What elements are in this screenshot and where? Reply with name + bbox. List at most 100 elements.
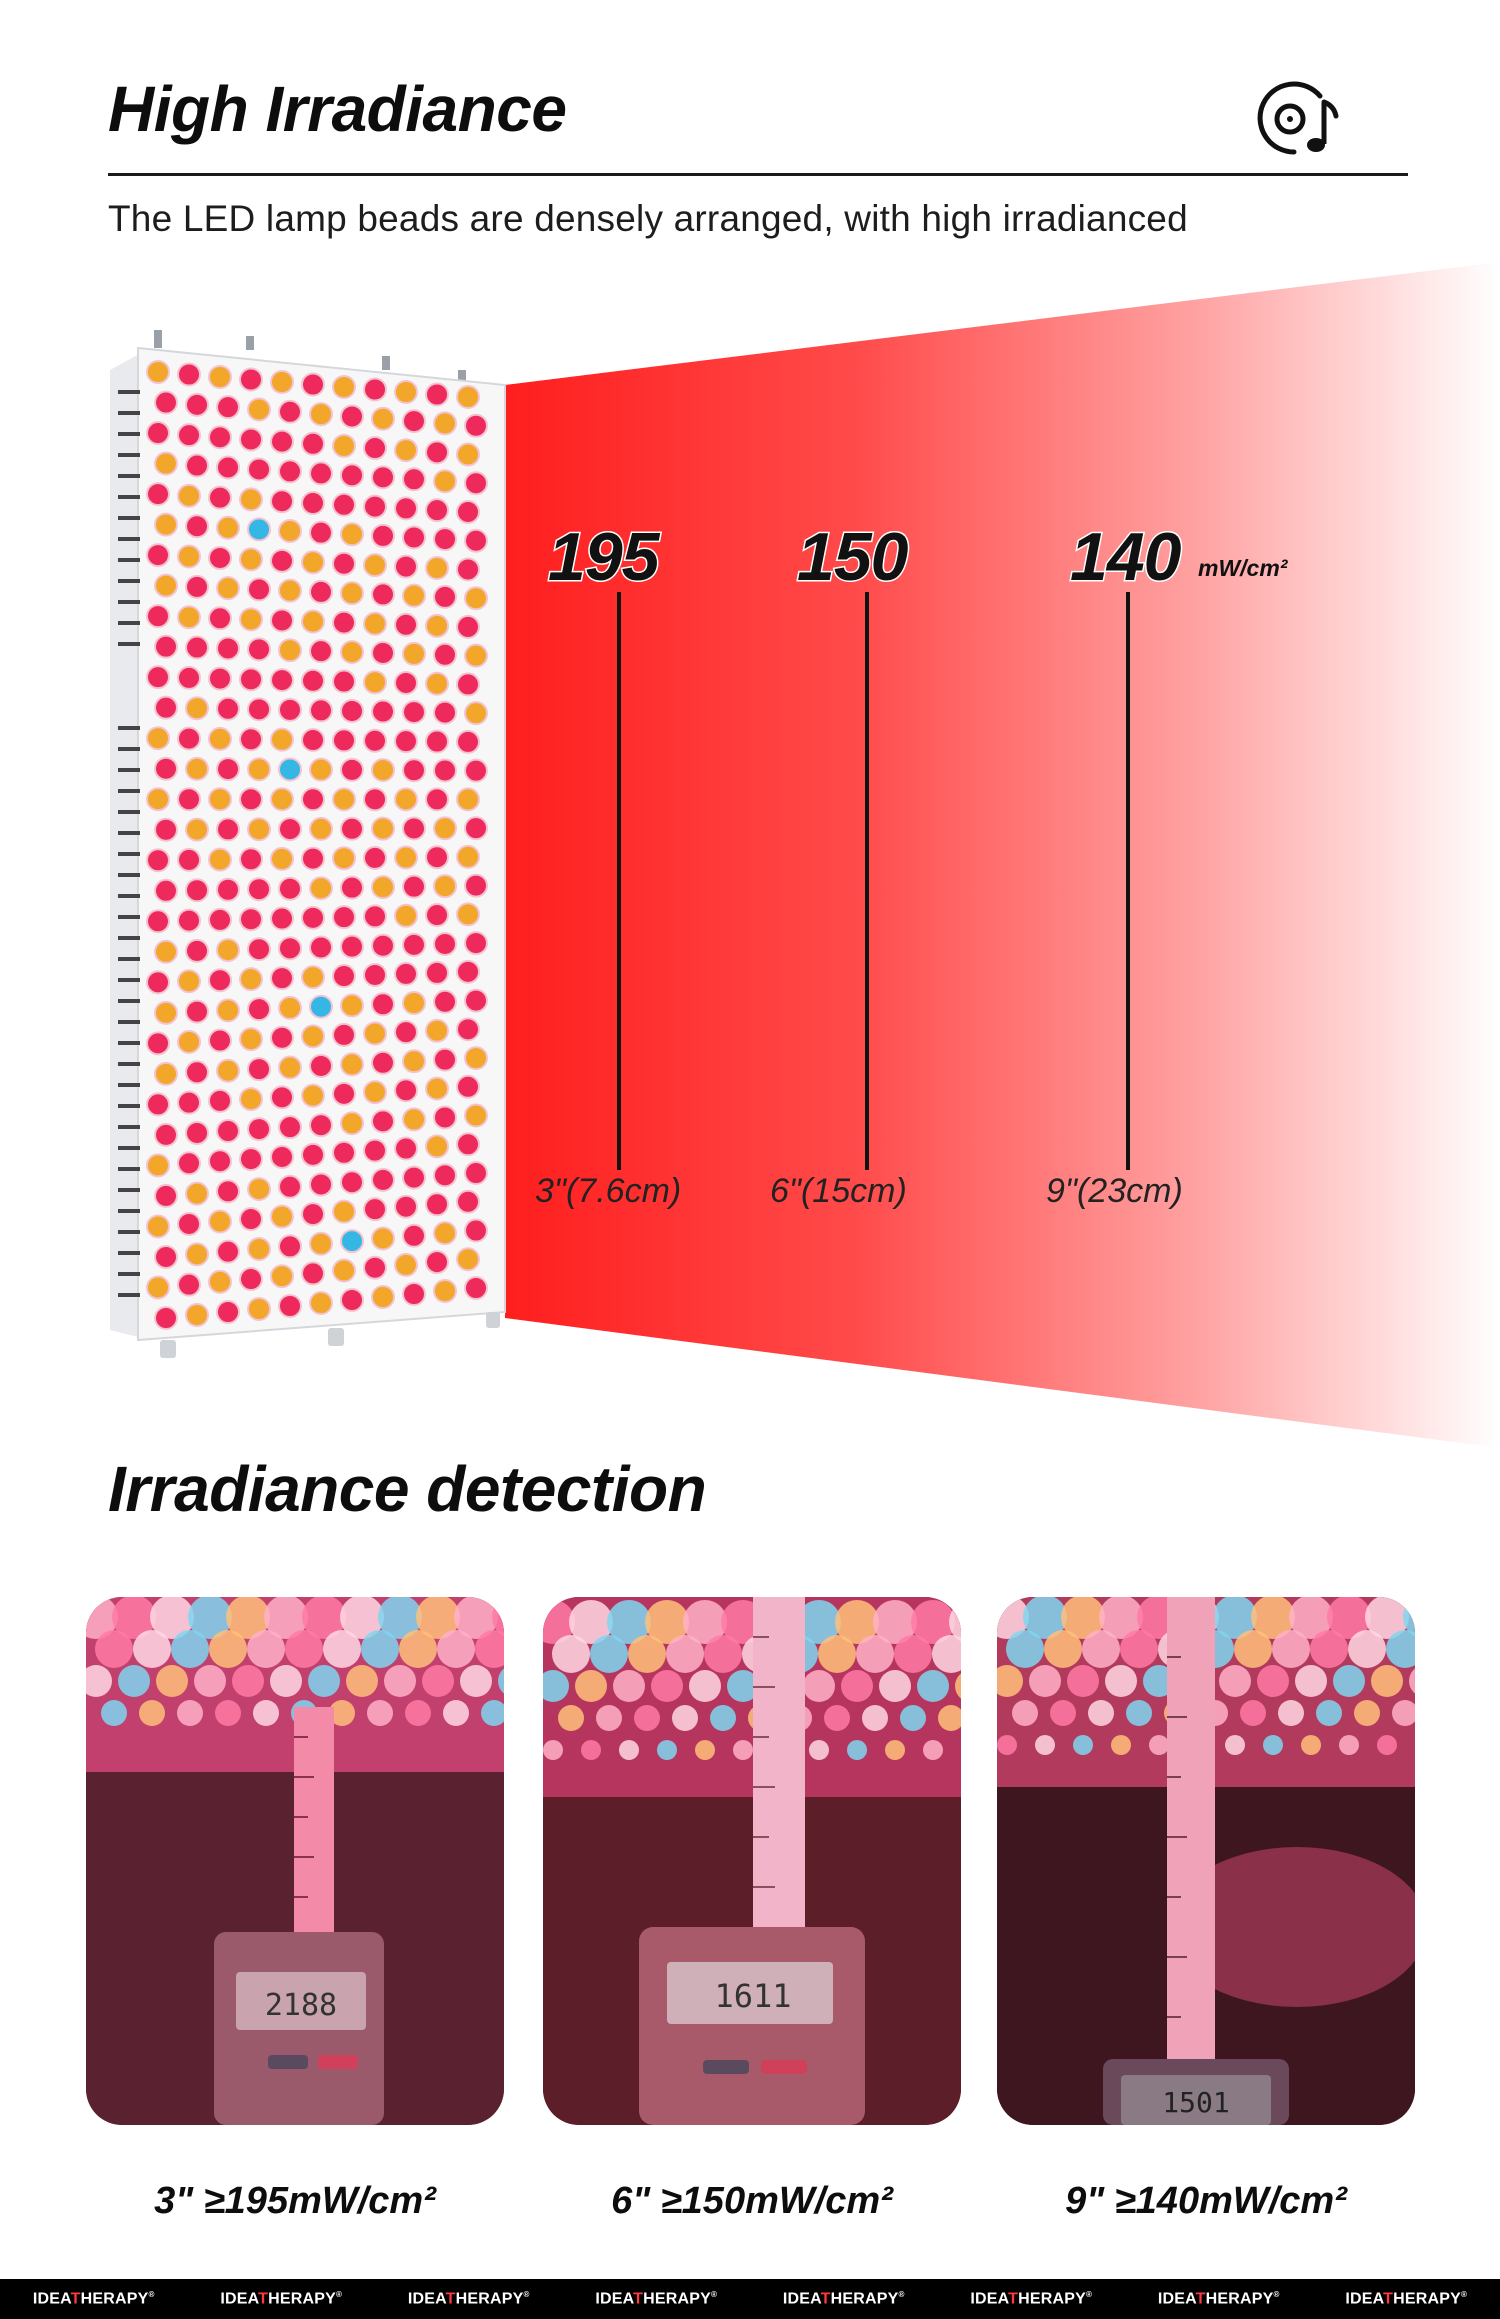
led-bead: [363, 611, 387, 636]
photo-led: [847, 1740, 867, 1760]
photo-led: [1105, 1665, 1137, 1697]
led-bead: [301, 1202, 325, 1227]
photo-led: [443, 1700, 469, 1726]
led-bead: [394, 1194, 418, 1219]
photo-led: [1377, 1735, 1397, 1755]
led-bead: [270, 489, 294, 514]
led-bead: [340, 757, 364, 782]
photo-led: [558, 1705, 584, 1731]
led-bead: [208, 1149, 232, 1174]
led-bead: [394, 729, 418, 754]
photo-led: [1348, 1630, 1386, 1668]
led-bead: [301, 550, 325, 575]
led-bead: [425, 729, 449, 754]
led-bead: [456, 499, 480, 524]
led-bead: [464, 988, 488, 1013]
led-bead: [363, 1197, 387, 1222]
led-bead: [177, 1151, 201, 1176]
distance-label-6in: 6"(15cm): [770, 1172, 907, 1210]
photo-led: [454, 1597, 498, 1639]
led-bead: [239, 907, 263, 932]
led-bead: [247, 757, 271, 782]
photo-led: [1263, 1735, 1283, 1755]
led-bead: [402, 583, 426, 608]
photo-led: [1272, 1630, 1310, 1668]
led-bead: [309, 1291, 333, 1315]
led-bead: [332, 433, 356, 458]
photo-led: [416, 1597, 460, 1639]
led-bead: [402, 758, 426, 783]
led-bead: [154, 390, 178, 415]
led-bead: [425, 1134, 449, 1159]
led-bead: [278, 578, 302, 603]
led-bead: [278, 638, 302, 663]
led-bead: [216, 817, 240, 842]
led-bead: [247, 1057, 271, 1082]
led-bead: [216, 757, 240, 782]
led-bead: [394, 961, 418, 986]
led-bead: [270, 1144, 294, 1169]
photo-led: [552, 1635, 590, 1673]
led-bead: [239, 667, 263, 692]
led-bead: [371, 933, 395, 958]
vent-slot: [118, 894, 140, 898]
led-bead: [239, 847, 263, 872]
led-bead: [278, 519, 302, 544]
led-bead: [185, 878, 209, 903]
led-bead: [154, 1061, 178, 1086]
photo-led: [651, 1670, 683, 1702]
photo-led: [607, 1600, 651, 1644]
led-bead: [185, 817, 209, 842]
led-bead: [239, 1087, 263, 1112]
led-bead: [278, 1055, 302, 1080]
led-bead: [371, 1109, 395, 1134]
led-bead: [309, 698, 333, 723]
led-bead: [363, 553, 387, 578]
photo-led: [481, 1700, 504, 1726]
led-bead: [185, 1303, 209, 1327]
photo-led: [879, 1670, 911, 1702]
photo-led: [894, 1635, 932, 1673]
led-bead: [247, 1177, 271, 1202]
led-bead: [208, 1269, 232, 1294]
led-bead: [278, 697, 302, 722]
led-bead: [309, 1172, 333, 1197]
led-bead: [208, 666, 232, 691]
led-bead: [270, 1085, 294, 1110]
led-bead: [402, 1165, 426, 1190]
caption-3in: 3" ≥195mW/cm²: [154, 2180, 436, 2222]
light-beam: [505, 262, 1500, 1448]
led-bead: [433, 1047, 457, 1072]
led-bead: [185, 1120, 209, 1145]
led-bead: [332, 669, 356, 694]
led-bead: [146, 421, 170, 446]
led-bead: [433, 758, 457, 783]
led-bead: [425, 671, 449, 696]
led-bead: [464, 1103, 488, 1128]
led-bead: [464, 586, 488, 611]
led-bead: [394, 612, 418, 637]
led-bead: [216, 636, 240, 661]
led-bead: [177, 847, 201, 872]
led-bead: [340, 581, 364, 606]
led-bead: [216, 455, 240, 480]
photo-led: [302, 1597, 346, 1639]
brand-logo: IDEATHERAPY®: [782, 2289, 905, 2308]
led-bead: [363, 494, 387, 519]
led-bead: [363, 377, 387, 402]
photo-led: [1310, 1630, 1348, 1668]
photo-scene: 1501: [997, 1597, 1415, 2125]
led-bead: [456, 729, 480, 754]
photo-led: [997, 1735, 1017, 1755]
photo-led: [1099, 1597, 1143, 1639]
led-bead: [332, 905, 356, 930]
photo-led: [1029, 1665, 1061, 1697]
led-bead: [301, 905, 325, 930]
led-bead: [247, 397, 271, 422]
led-bead: [340, 1170, 364, 1195]
led-bead: [185, 999, 209, 1024]
led-bead: [146, 787, 170, 812]
photo-led: [86, 1665, 112, 1697]
led-bead: [177, 423, 201, 448]
led-bead: [402, 525, 426, 550]
